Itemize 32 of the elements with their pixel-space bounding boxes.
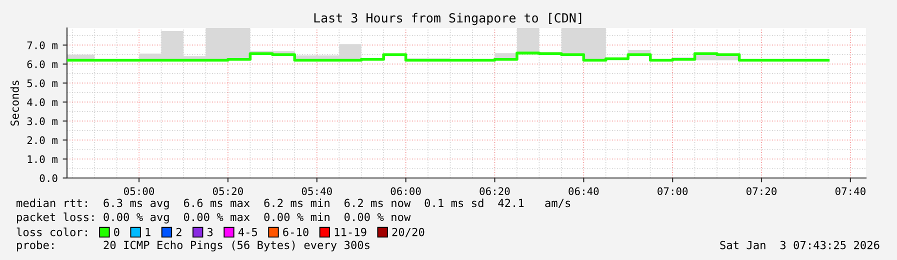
x-tick-label: 07:40 — [835, 187, 866, 196]
y-tick-label: 6.0 m — [27, 60, 58, 68]
y-tick-label: 7.0 m — [27, 41, 58, 50]
legend-label: 3 — [207, 228, 213, 236]
y-tick-label: 2.0 m — [27, 136, 58, 144]
x-tick-label: 05:20 — [212, 187, 243, 196]
x-tick-label: 07:20 — [746, 187, 777, 196]
y-tick-label: 4.0 m — [27, 98, 58, 106]
legend-label: 20/20 — [392, 228, 424, 238]
y-tick-label: 3.0 m — [27, 117, 58, 126]
y-tick-label: 5.0 m — [27, 79, 58, 88]
text: packet loss: 0.00 % avg 0.00 % max 0.00 % min 0.00 % now — [17, 212, 411, 224]
text: probe: 20 ICMP Echo Pings (56 Bytes) every 300s — [17, 240, 370, 252]
y-axis-title: Seconds — [10, 80, 19, 126]
legend-label: 0 — [114, 228, 120, 236]
legend-label: 2 — [176, 228, 182, 236]
legend-title: loss color: — [16, 228, 87, 236]
x-tick-label: 06:20 — [480, 187, 510, 196]
text: Sat Jan 3 07:43:25 2026 — [720, 240, 880, 250]
x-tick-label: 05:40 — [302, 187, 332, 196]
legend-label: 4-5 — [238, 228, 258, 236]
y-tick-label: 0.0 — [40, 174, 58, 182]
legend-label: 11-19 — [334, 228, 366, 236]
legend-label: 6-10 — [283, 228, 308, 236]
y-tick-label: 1.0 m — [28, 155, 58, 164]
x-tick-label: 06:00 — [390, 187, 421, 196]
x-tick-label: 06:40 — [568, 187, 599, 196]
x-tick-label: 07:00 — [658, 187, 688, 196]
x-tick-label: 05:00 — [124, 187, 154, 196]
chart-title: Last 3 Hours from Singapore to [CDN] — [314, 12, 582, 26]
text: median rtt: 6.3 ms avg 6.6 ms max 6.2 ms min 6.2 ms now 0.1 ms sd 42.1 am/s — [16, 198, 570, 210]
legend-label: 1 — [146, 228, 150, 236]
